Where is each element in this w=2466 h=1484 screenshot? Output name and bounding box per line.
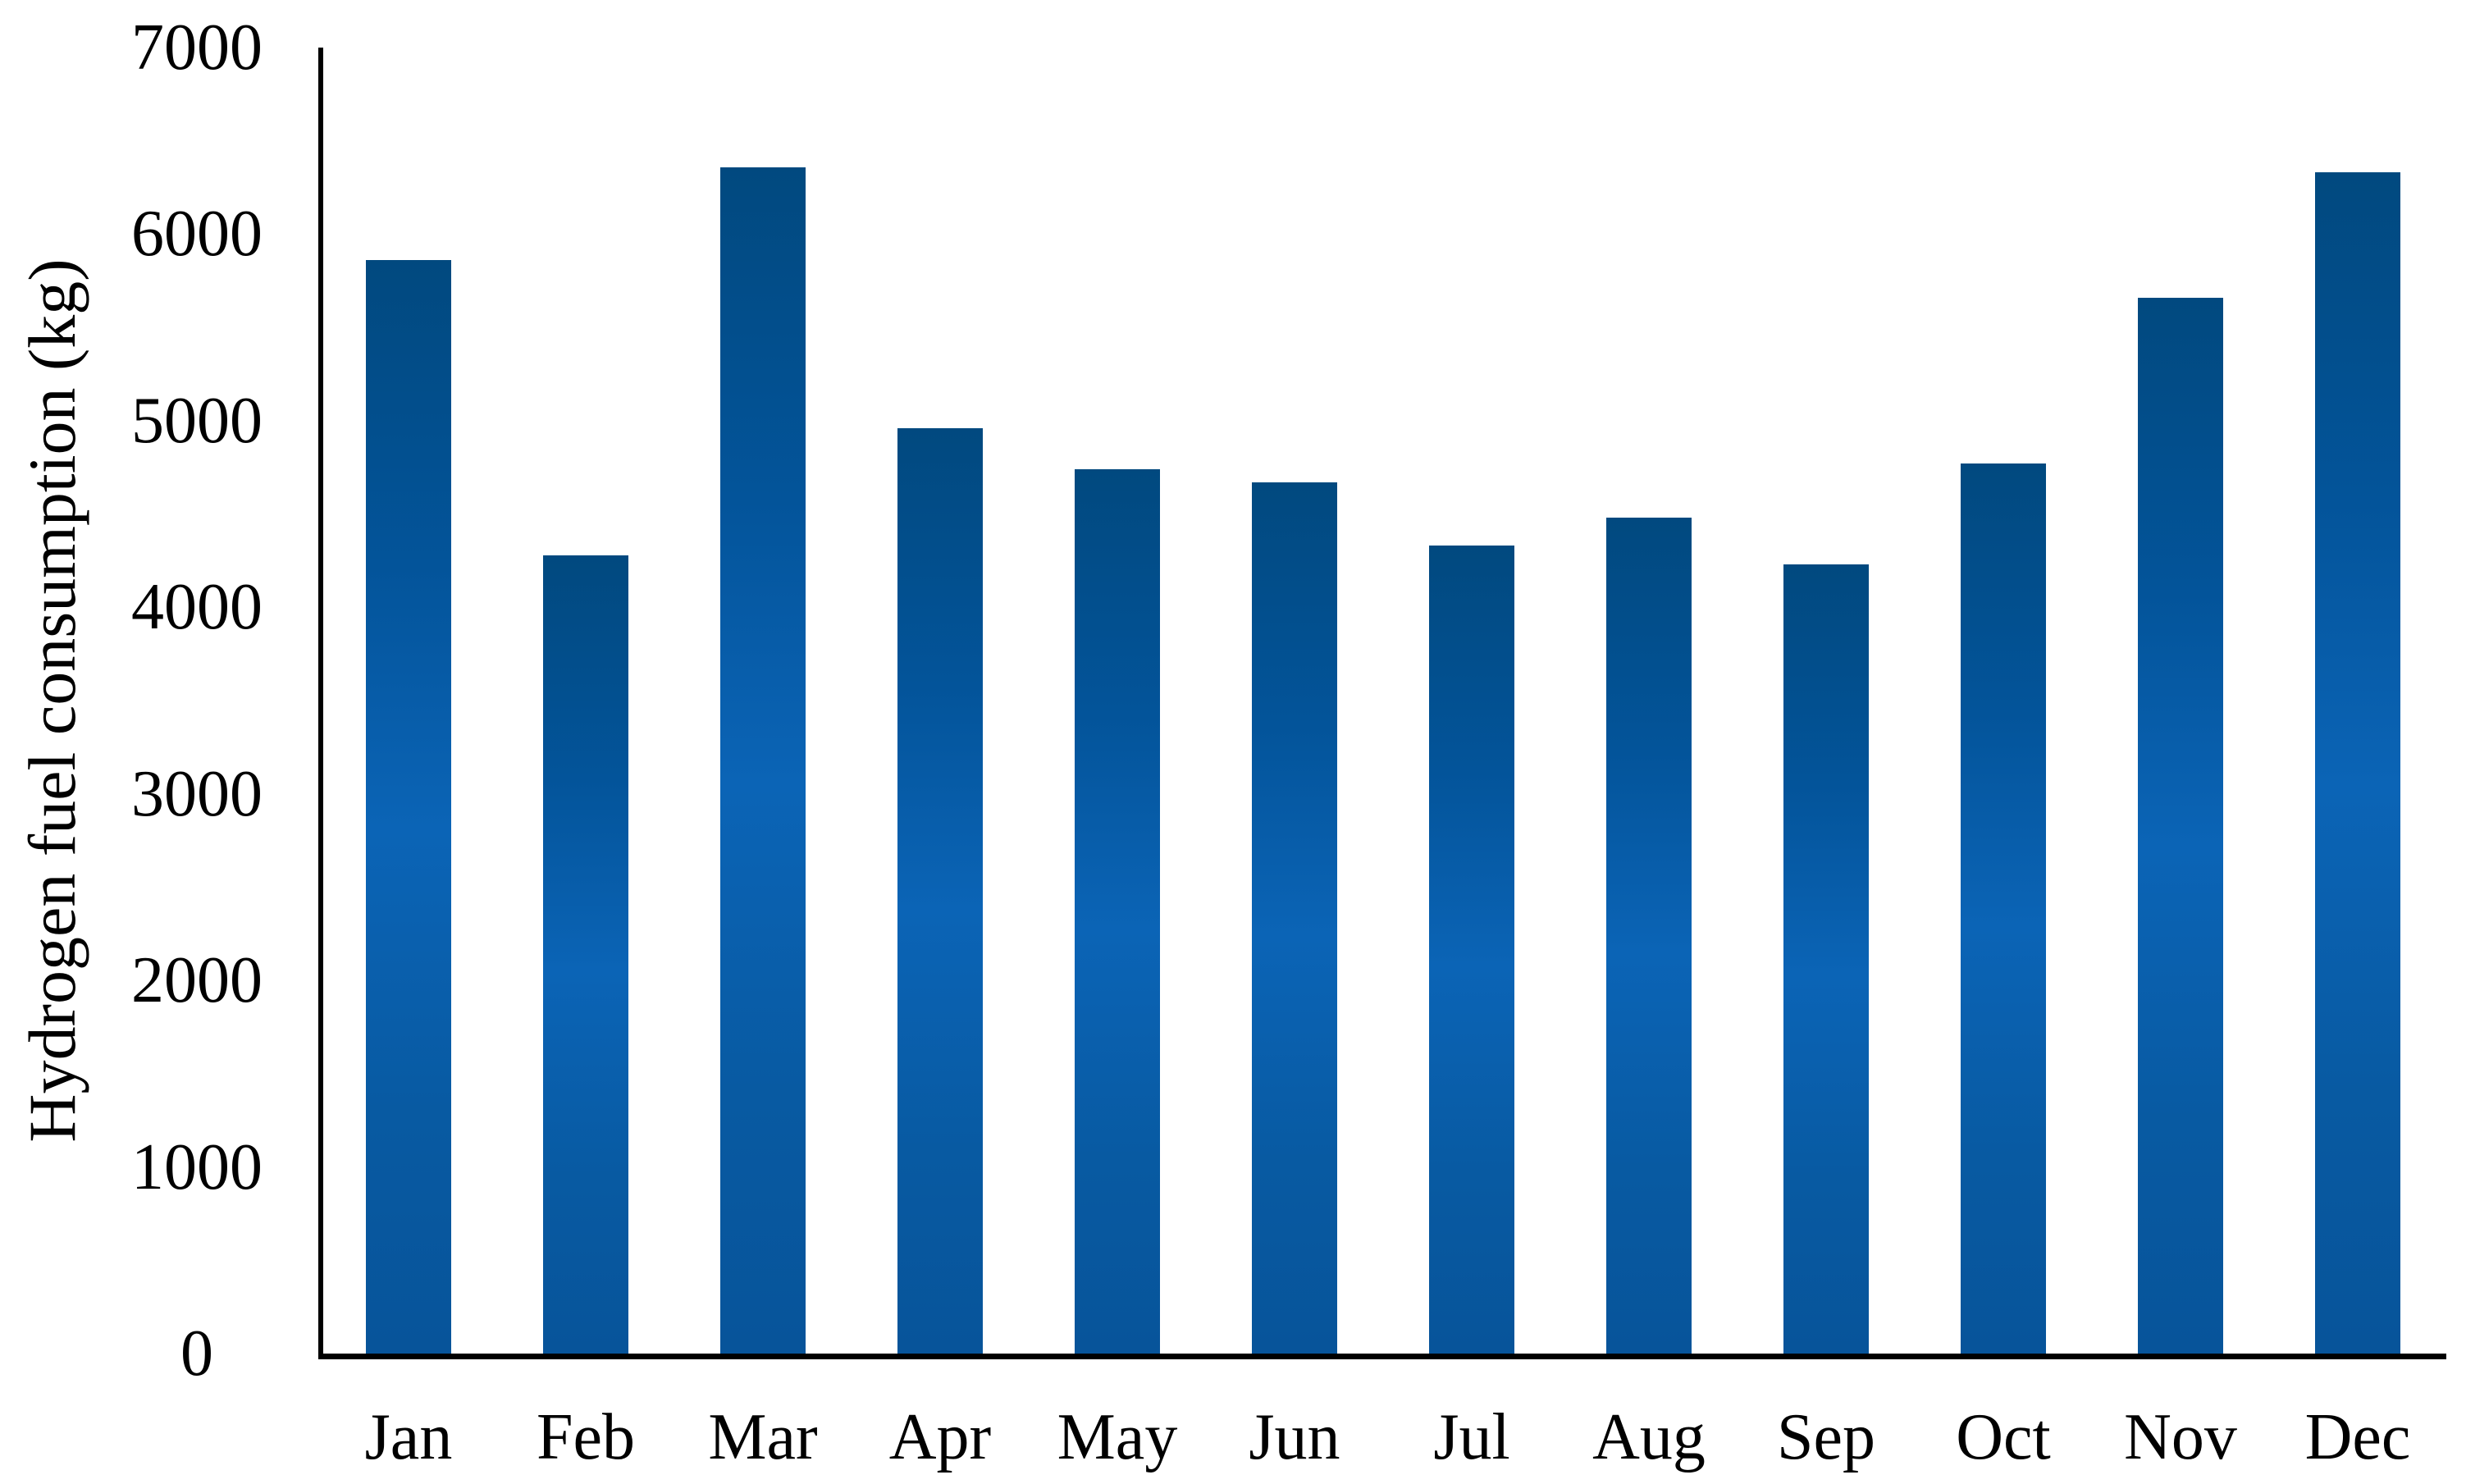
bar-jan [366,260,451,1354]
bar-dec [2315,172,2400,1354]
x-category-label: Jul [1433,1401,1510,1473]
bar-apr [897,427,983,1354]
y-tick-label: 4000 [131,571,263,644]
x-category-label: Jun [1249,1401,1340,1473]
x-category-label: Nov [2124,1401,2237,1473]
x-category-label: Feb [537,1401,635,1473]
bar-oct [1961,463,2046,1354]
x-axis-line [318,1354,2446,1359]
bar-nov [2138,297,2223,1354]
bar-may [1075,468,1160,1354]
x-category-label: Sep [1777,1401,1875,1473]
bar-aug [1606,518,1692,1354]
x-category-label: Mar [708,1401,818,1473]
y-tick-label: 6000 [131,198,263,271]
x-category-label: Dec [2304,1401,2411,1473]
x-category-label: Aug [1592,1401,1706,1473]
x-category-label: May [1057,1401,1178,1473]
x-category-label: Jan [364,1401,453,1473]
x-category-label: Apr [888,1401,992,1473]
y-tick-label: 0 [180,1317,213,1390]
y-axis-line [318,48,323,1358]
bar-mar [720,167,806,1354]
y-tick-label: 5000 [131,384,263,457]
bar-jul [1429,546,1514,1354]
y-tick-label: 2000 [131,944,263,1017]
bar-sep [1783,564,1869,1354]
bar-jun [1252,482,1337,1354]
y-tick-label: 7000 [131,11,263,84]
y-tick-label: 3000 [131,757,263,830]
y-tick-label: 1000 [131,1130,263,1203]
x-category-label: Oct [1956,1401,2051,1473]
bar-feb [543,555,628,1354]
